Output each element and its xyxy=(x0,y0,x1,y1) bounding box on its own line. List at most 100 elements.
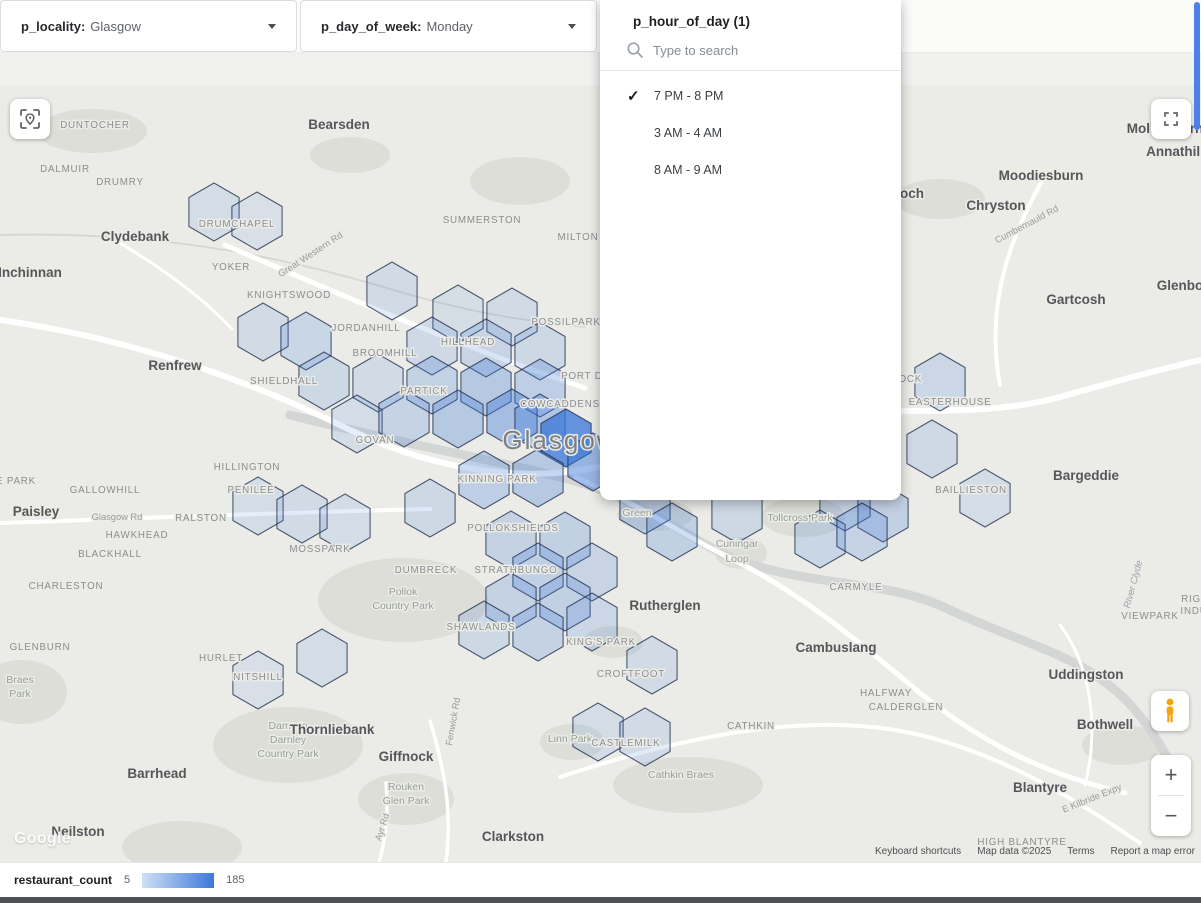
locate-button[interactable] xyxy=(10,99,50,139)
map-label: HILLHEAD xyxy=(441,337,495,348)
road-line xyxy=(0,507,432,525)
chevron-down-icon xyxy=(568,23,576,29)
hex-bin[interactable] xyxy=(276,484,328,544)
map-label: PENILEE xyxy=(228,485,275,496)
vertical-scrollbar-thumb[interactable] xyxy=(1194,2,1200,130)
hex-bin[interactable] xyxy=(485,510,537,570)
park-area xyxy=(540,724,604,760)
hex-bin[interactable] xyxy=(319,493,371,553)
hex-bin[interactable] xyxy=(432,389,484,449)
hex-bin[interactable] xyxy=(512,542,564,602)
hex-bin[interactable] xyxy=(232,650,284,710)
map-label: GALLOWHILL xyxy=(70,485,141,496)
legend-min-value: 5 xyxy=(124,874,131,886)
map-label: COWCADDENS xyxy=(520,399,600,410)
hex-bin[interactable] xyxy=(959,468,1011,528)
map-label: DRUMCHAPEL xyxy=(199,219,276,230)
google-logo: Google xyxy=(14,830,71,847)
hex-bin[interactable] xyxy=(460,357,512,417)
road-line xyxy=(285,410,1187,795)
hex-bin[interactable] xyxy=(404,478,456,538)
hex-bin[interactable] xyxy=(514,358,566,418)
hex-bin[interactable] xyxy=(619,707,671,767)
road-line xyxy=(377,781,389,862)
hex-bin[interactable] xyxy=(794,509,846,569)
hex-bin[interactable] xyxy=(378,388,430,448)
hex-bin[interactable] xyxy=(458,450,510,510)
road-line xyxy=(0,233,586,328)
hex-bin[interactable] xyxy=(540,408,592,468)
hex-bin[interactable] xyxy=(539,511,591,571)
map-label: Darnley xyxy=(270,734,307,746)
hex-bin[interactable] xyxy=(514,321,566,381)
hex-bin[interactable] xyxy=(626,635,678,695)
attribution-link[interactable]: Map data ©2025 xyxy=(977,846,1052,857)
filter-day-value: Monday xyxy=(426,18,473,34)
road-line xyxy=(1058,623,1094,787)
filter-locality[interactable]: p_locality: Glasgow xyxy=(0,0,297,52)
map-label: MOSSPARK xyxy=(289,544,350,555)
hex-bin[interactable] xyxy=(366,261,418,321)
hex-bin[interactable] xyxy=(572,702,624,762)
park-area xyxy=(318,558,488,642)
map-label: CASTLEMILK xyxy=(592,738,661,749)
hex-bin[interactable] xyxy=(539,572,591,632)
hex-bin[interactable] xyxy=(566,542,618,602)
map-label: Linn Park xyxy=(548,733,593,745)
hex-bin[interactable] xyxy=(237,302,289,362)
hex-bin[interactable] xyxy=(836,502,888,562)
park-area xyxy=(761,497,845,537)
park-area xyxy=(470,157,570,205)
map-label: Chryston xyxy=(966,198,1025,213)
hour-option[interactable]: 3 AM - 4 AM xyxy=(600,114,901,151)
attribution-link[interactable]: Terms xyxy=(1067,846,1095,857)
road-line xyxy=(558,722,1142,845)
map-label: VIEWPARK xyxy=(1121,611,1178,622)
hex-bin[interactable] xyxy=(906,419,958,479)
map-label: E PARK xyxy=(0,476,36,487)
attribution-link[interactable]: Keyboard shortcuts xyxy=(875,846,962,857)
zoom-in-button[interactable]: + xyxy=(1151,755,1191,795)
hour-option[interactable]: 8 AM - 9 AM xyxy=(600,151,901,188)
map-label: Uddingston xyxy=(1049,667,1124,682)
map-label: Fenwick Rd xyxy=(444,697,462,747)
fullscreen-button[interactable] xyxy=(1151,99,1191,139)
search-input[interactable] xyxy=(653,42,885,58)
hex-bin[interactable] xyxy=(646,502,698,562)
map-label: CALDERGLEN xyxy=(869,702,943,713)
map-label: PARTICK xyxy=(400,386,447,397)
horizontal-scrollbar[interactable] xyxy=(0,897,1201,903)
hex-bin[interactable] xyxy=(458,600,510,660)
map-label: Barrhead xyxy=(127,766,186,781)
zoom-out-button[interactable]: − xyxy=(1151,796,1191,836)
hex-bin[interactable] xyxy=(232,476,284,536)
map-label: Tollcross Park xyxy=(767,512,833,524)
hex-bin[interactable] xyxy=(331,394,383,454)
filter-locality-value: Glasgow xyxy=(90,18,141,34)
map-label: EASTERHOUSE xyxy=(909,397,992,408)
hex-bin[interactable] xyxy=(485,572,537,632)
attribution-link[interactable]: Report a map error xyxy=(1110,846,1195,857)
locate-pin-icon xyxy=(20,109,40,129)
hex-bin[interactable] xyxy=(566,592,618,652)
hour-filter-title: p_hour_of_day (1) xyxy=(633,14,751,29)
map-label: CHARLESTON xyxy=(29,581,104,592)
search-row[interactable] xyxy=(600,41,901,71)
hex-bin[interactable] xyxy=(512,602,564,662)
filter-day-of-week[interactable]: p_day_of_week: Monday xyxy=(300,0,597,52)
pegman-button[interactable] xyxy=(1151,691,1189,731)
map-label: BROOMHILL xyxy=(353,348,418,359)
hour-option[interactable]: ✓ 7 PM - 8 PM xyxy=(600,77,901,114)
road-line xyxy=(428,719,451,862)
hex-bin[interactable] xyxy=(460,318,512,378)
park-area xyxy=(895,179,985,219)
hex-bin[interactable] xyxy=(298,351,350,411)
hex-bin[interactable] xyxy=(406,355,458,415)
hex-bin[interactable] xyxy=(188,182,240,242)
hex-bin[interactable] xyxy=(914,352,966,412)
hex-bin[interactable] xyxy=(406,316,458,376)
hex-bin[interactable] xyxy=(231,191,283,251)
hex-bin[interactable] xyxy=(512,448,564,508)
hex-bin[interactable] xyxy=(296,628,348,688)
legend-label: restaurant_count xyxy=(14,873,113,887)
